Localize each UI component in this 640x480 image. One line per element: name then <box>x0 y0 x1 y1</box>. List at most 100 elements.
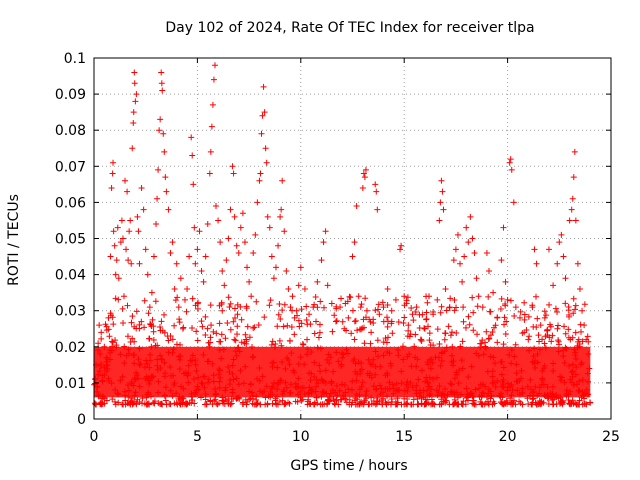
data-point <box>125 387 132 394</box>
data-point <box>410 317 417 324</box>
data-point <box>317 345 324 352</box>
data-point <box>259 373 266 380</box>
data-point <box>227 206 234 213</box>
data-point <box>444 391 451 398</box>
data-point <box>544 331 551 338</box>
data-point <box>532 293 539 300</box>
data-point <box>158 318 165 325</box>
data-point <box>212 396 219 403</box>
data-point <box>111 242 118 249</box>
data-point <box>311 359 318 366</box>
data-point <box>260 83 267 90</box>
data-point <box>494 377 501 384</box>
data-point <box>465 313 472 320</box>
data-point <box>339 318 346 325</box>
data-point <box>176 319 183 326</box>
data-point <box>504 387 511 394</box>
data-point <box>169 392 176 399</box>
data-point <box>157 324 164 331</box>
data-point <box>404 395 411 402</box>
data-point <box>176 400 183 407</box>
data-point <box>138 318 145 325</box>
data-point <box>311 301 318 308</box>
data-point <box>363 388 370 395</box>
data-point <box>501 314 508 321</box>
data-point <box>502 400 509 407</box>
data-point <box>585 391 592 398</box>
data-point <box>108 184 115 191</box>
data-point <box>210 372 217 379</box>
data-point <box>223 257 230 264</box>
data-point <box>105 314 112 321</box>
data-point <box>129 145 136 152</box>
data-point <box>100 394 107 401</box>
data-point <box>525 336 532 343</box>
data-point <box>115 391 122 398</box>
data-point <box>489 368 496 375</box>
data-point <box>352 317 359 324</box>
data-point <box>279 397 286 404</box>
data-point <box>269 338 276 345</box>
data-point <box>149 316 156 323</box>
data-point <box>333 305 340 312</box>
data-point <box>542 344 549 351</box>
data-point <box>270 380 277 387</box>
data-point <box>96 322 103 329</box>
data-point <box>479 304 486 311</box>
data-point <box>332 318 339 325</box>
data-point <box>303 316 310 323</box>
data-point <box>262 394 269 401</box>
data-point <box>279 307 286 314</box>
data-point <box>392 401 399 408</box>
data-point <box>114 224 121 231</box>
data-point <box>173 341 180 348</box>
data-point <box>112 337 119 344</box>
data-point <box>405 322 412 329</box>
data-point <box>426 357 433 364</box>
data-points <box>91 62 594 408</box>
data-point <box>277 377 284 384</box>
data-point <box>242 396 249 403</box>
data-point <box>341 325 348 332</box>
data-point <box>246 388 253 395</box>
data-point <box>565 326 572 333</box>
data-point <box>372 181 379 188</box>
data-point <box>150 337 157 344</box>
data-point <box>235 381 242 388</box>
data-point <box>242 363 249 370</box>
data-point <box>217 239 224 246</box>
data-point <box>314 344 321 351</box>
data-point <box>237 367 244 374</box>
data-point <box>532 383 539 390</box>
data-point <box>362 166 369 173</box>
data-point <box>457 260 464 267</box>
data-point <box>147 357 154 364</box>
data-point <box>199 323 206 330</box>
data-point <box>233 375 240 382</box>
data-point <box>500 364 507 371</box>
data-point <box>492 384 499 391</box>
data-point <box>485 400 492 407</box>
data-point <box>434 326 441 333</box>
data-point <box>191 224 198 231</box>
data-point <box>324 282 331 289</box>
data-point <box>276 398 283 405</box>
data-point <box>276 301 283 308</box>
data-point <box>133 400 140 407</box>
data-point <box>165 349 172 356</box>
data-point <box>131 69 138 76</box>
data-point <box>430 400 437 407</box>
data-point <box>438 177 445 184</box>
data-point <box>449 343 456 350</box>
data-point <box>281 301 288 308</box>
data-point <box>161 359 168 366</box>
data-point <box>436 382 443 389</box>
data-point <box>525 401 532 408</box>
data-point <box>296 323 303 330</box>
data-point <box>498 257 505 264</box>
data-point <box>263 383 270 390</box>
data-point <box>544 384 551 391</box>
data-point <box>274 364 281 371</box>
data-point <box>390 385 397 392</box>
data-point <box>110 159 117 166</box>
